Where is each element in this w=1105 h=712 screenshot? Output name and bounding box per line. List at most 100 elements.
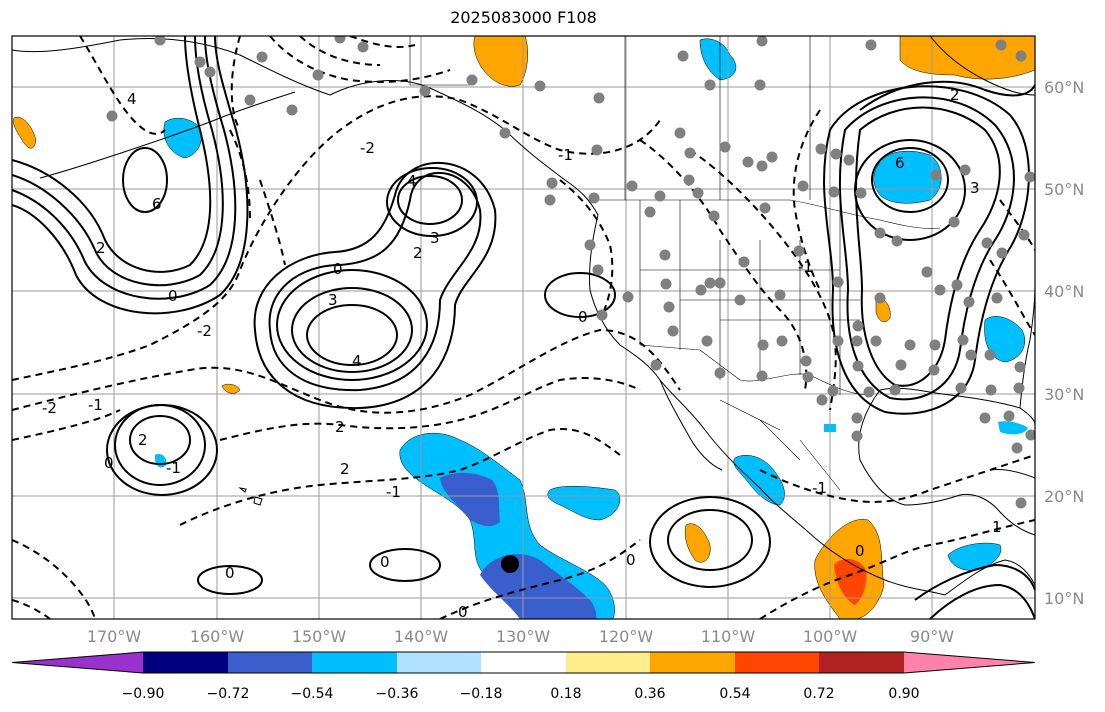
- station-dot: [991, 292, 1003, 304]
- coastline-alaska: [12, 38, 599, 216]
- contour-label: -1: [166, 459, 181, 477]
- station-dot: [957, 334, 969, 346]
- station-dot: [286, 104, 298, 116]
- contour-label: 6: [895, 154, 905, 172]
- lon-label: 110°W: [701, 627, 756, 646]
- coastline-gulf-coast: [879, 387, 1035, 426]
- contour-zero-west: [197, 565, 263, 595]
- station-dot: [979, 412, 991, 424]
- station-dot: [774, 289, 786, 301]
- contour-west-trough-1: [12, 36, 212, 273]
- map-title: 2025083000 F108: [450, 8, 597, 27]
- contour-label: 4: [352, 352, 362, 370]
- station-dot: [891, 235, 903, 247]
- station-dot: [759, 202, 771, 214]
- station-dot: [930, 169, 942, 181]
- map-panel: 4 6 2 0 -2 4 3 2 3 4 0 -2 -1 2 -1 0 2 2 …: [11, 35, 1084, 646]
- station-dot: [776, 335, 788, 347]
- station-dot: [591, 144, 603, 156]
- station-dot: [985, 384, 997, 396]
- station-dot: [1015, 50, 1027, 62]
- contour-label: 0: [380, 553, 390, 571]
- colorbar-tick-label: 0.90: [888, 686, 919, 702]
- red-region-mexico-pacific: [834, 558, 867, 605]
- border-canada-us: [598, 199, 941, 229]
- station-dot: [855, 187, 867, 199]
- station-dot: [622, 291, 634, 303]
- station-dot: [1014, 361, 1026, 373]
- station-dot: [965, 349, 977, 361]
- contour-label: -2: [42, 399, 57, 417]
- station-dot: [256, 51, 268, 63]
- contour-high-dumbbell-2: [253, 162, 497, 410]
- contour-label: 2: [340, 460, 350, 478]
- station-dot: [754, 79, 766, 91]
- contour-central-america-2: [929, 583, 1035, 619]
- station-dot: [650, 359, 662, 371]
- contour-dash-3: [12, 377, 641, 441]
- station-dot: [955, 382, 967, 394]
- station-dot: [701, 335, 713, 347]
- station-dot: [734, 294, 746, 306]
- contour-west-trough-4: [12, 36, 249, 315]
- station-dot: [1003, 410, 1015, 422]
- station-dot: [534, 80, 546, 92]
- station-dot: [357, 41, 369, 53]
- contour-label: 2: [138, 431, 148, 449]
- station-dot: [934, 284, 946, 296]
- station-dot: [312, 69, 324, 81]
- coastline-hawaii-1: [253, 496, 263, 506]
- station-dot: [832, 335, 844, 347]
- station-dot: [704, 277, 716, 289]
- contour-west-coast-low: [544, 272, 616, 318]
- station-dot: [654, 190, 666, 202]
- colorbar-tick-label: −0.72: [207, 686, 250, 702]
- lon-label: 140°W: [394, 627, 449, 646]
- contour-label: 4: [127, 90, 137, 108]
- lat-label: 30°N: [1044, 385, 1084, 404]
- station-dot: [499, 127, 511, 139]
- contours-solid: [12, 36, 1035, 619]
- contour-label: 0: [626, 551, 636, 569]
- station-dot: [704, 79, 716, 91]
- station-dot: [644, 206, 656, 218]
- contour-dash-7: [759, 519, 1035, 619]
- station-dot: [948, 216, 960, 228]
- station-dot: [742, 156, 754, 168]
- contour-dash-11: [79, 36, 241, 135]
- contour-label: 2: [413, 244, 423, 262]
- station-dot: [874, 227, 886, 239]
- contour-label: 4: [407, 172, 417, 190]
- contour-high-center-2: [291, 287, 413, 373]
- contour-dash-12: [269, 36, 451, 83]
- station-dot: [757, 339, 769, 351]
- colorbar-tick-label: −0.18: [460, 686, 503, 702]
- contour-aleutian-low: [122, 147, 168, 213]
- station-dot: [874, 292, 886, 304]
- coastline-west-us: [589, 214, 946, 596]
- blue-region-small-pacific: [547, 485, 621, 521]
- blue-region-gulf: [998, 421, 1028, 435]
- contour-label: 6: [152, 195, 162, 213]
- blue-region-canada: [699, 38, 737, 81]
- lon-label: 170°W: [87, 627, 142, 646]
- contour-label: 0: [333, 260, 343, 278]
- station-dot: [904, 339, 916, 351]
- colorbar-tick-label: −0.54: [291, 686, 334, 702]
- contour-label: 1: [992, 518, 1002, 536]
- contour-east-low-2: [854, 139, 966, 241]
- contour-dash-5: [12, 539, 96, 619]
- station-dot: [684, 147, 696, 159]
- orange-region-aleutian-west: [13, 116, 37, 149]
- lon-axis: 170°W 160°W 150°W 140°W 130°W 120°W 110°…: [87, 627, 954, 646]
- station-dot: [596, 309, 608, 321]
- station-dot: [719, 141, 731, 153]
- station-dot: [106, 110, 118, 122]
- station-dot: [921, 266, 933, 278]
- station-dot: [959, 164, 971, 176]
- lat-label: 50°N: [1044, 180, 1084, 199]
- station-dot: [981, 237, 993, 249]
- station-dot: [865, 39, 877, 51]
- orange-region-alaska: [473, 36, 528, 87]
